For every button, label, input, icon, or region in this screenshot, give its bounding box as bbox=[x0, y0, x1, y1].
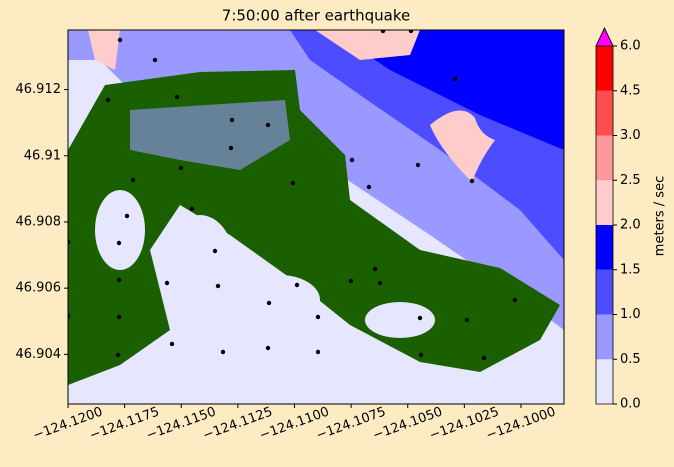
gauge-dot bbox=[115, 352, 121, 358]
y-tick-label: 46.912 bbox=[16, 82, 62, 97]
gauge-dot bbox=[315, 314, 321, 320]
gauge-dot bbox=[481, 355, 487, 361]
colorbar-label: meters / sec bbox=[653, 176, 668, 256]
gauge-dot bbox=[266, 300, 272, 306]
gauge-dot bbox=[178, 165, 184, 171]
gauge-dot bbox=[452, 76, 458, 82]
colorbar-tick-label: 6.0 bbox=[620, 39, 641, 54]
colorbar-tick-label: 4.5 bbox=[620, 83, 641, 98]
land-north bbox=[315, 30, 420, 60]
map-field bbox=[68, 30, 564, 404]
gauge-dot bbox=[265, 345, 271, 351]
colorbar-segment bbox=[596, 90, 613, 136]
colorbar-tick-label: 0.0 bbox=[620, 397, 641, 412]
flat bbox=[95, 190, 145, 270]
gauge-dot bbox=[418, 352, 424, 358]
gauge-dot bbox=[408, 30, 414, 34]
gauge-dot bbox=[417, 315, 423, 321]
y-tick-label: 46.906 bbox=[16, 281, 62, 296]
gauge-dot bbox=[348, 278, 354, 284]
water-fastest bbox=[330, 30, 564, 150]
gauge-dot bbox=[290, 180, 296, 186]
gauge-dot bbox=[380, 30, 386, 34]
gauge-dot bbox=[105, 97, 111, 103]
gauge-dot bbox=[215, 283, 221, 289]
gauge-dot bbox=[116, 277, 122, 283]
colorbar-segment bbox=[596, 269, 613, 315]
colorbar-frame bbox=[595, 27, 614, 405]
colorbar-segment bbox=[596, 180, 613, 225]
colorbar-tick-label: 3.0 bbox=[620, 128, 641, 143]
gauge-dot bbox=[315, 349, 321, 355]
gauge-dot bbox=[68, 313, 71, 319]
plot-frame bbox=[67, 29, 565, 405]
gauge-dot bbox=[469, 178, 475, 184]
flat bbox=[240, 275, 320, 325]
gauge-dot bbox=[265, 122, 271, 128]
colorbar-tick-label: 1.5 bbox=[620, 262, 641, 277]
gauges bbox=[68, 30, 518, 361]
gauge-dot bbox=[294, 282, 300, 288]
gauge-dot bbox=[68, 239, 71, 245]
gauge-dot bbox=[116, 240, 122, 246]
flat bbox=[165, 215, 235, 315]
gauge-dot bbox=[377, 280, 383, 286]
flat bbox=[365, 302, 435, 338]
gauge-dot bbox=[229, 117, 235, 123]
lagoon bbox=[130, 100, 290, 170]
gauge-dot bbox=[117, 37, 123, 43]
gauge-dot bbox=[152, 57, 158, 63]
colorbar-segment bbox=[596, 46, 613, 91]
y-tick-label: 46.91 bbox=[24, 148, 61, 163]
gauge-dot bbox=[366, 184, 372, 190]
gauge-dot bbox=[169, 341, 175, 347]
y-tick-label: 46.904 bbox=[16, 347, 62, 362]
colorbar: 0.0 0.5 1.0 1.5 2.0 2.5 3.0 4.5 6.0 bbox=[595, 27, 641, 412]
gauge-dot bbox=[189, 206, 195, 212]
land-northwest bbox=[88, 30, 120, 70]
gauge-dot bbox=[372, 266, 378, 272]
gauge-dot bbox=[164, 280, 170, 286]
colorbar-segment bbox=[596, 314, 613, 360]
chart-title: 7:50:00 after earthquake bbox=[222, 7, 410, 25]
colorbar-tick-label: 2.5 bbox=[620, 173, 641, 188]
gauge-dot bbox=[130, 177, 136, 183]
gauge-dot bbox=[464, 317, 470, 323]
colorbar-tick-label: 0.5 bbox=[620, 352, 641, 367]
gauge-dot bbox=[228, 145, 234, 151]
colorbar-segment bbox=[596, 359, 613, 404]
gauge-dot bbox=[512, 297, 518, 303]
gauge-dot bbox=[349, 157, 355, 163]
gauge-dot bbox=[174, 94, 180, 100]
gauge-dot bbox=[124, 213, 130, 219]
land-point bbox=[430, 110, 495, 182]
colorbar-segment bbox=[596, 135, 613, 181]
colorbar-segment bbox=[596, 225, 613, 270]
gauge-dot bbox=[415, 162, 421, 168]
gauge-dot bbox=[220, 349, 226, 355]
colorbar-tick-label: 1.0 bbox=[620, 307, 641, 322]
gauge-dot bbox=[212, 248, 218, 254]
gauge-dot bbox=[116, 314, 122, 320]
y-tick-label: 46.908 bbox=[16, 214, 62, 229]
colorbar-tick-label: 2.0 bbox=[620, 218, 641, 233]
